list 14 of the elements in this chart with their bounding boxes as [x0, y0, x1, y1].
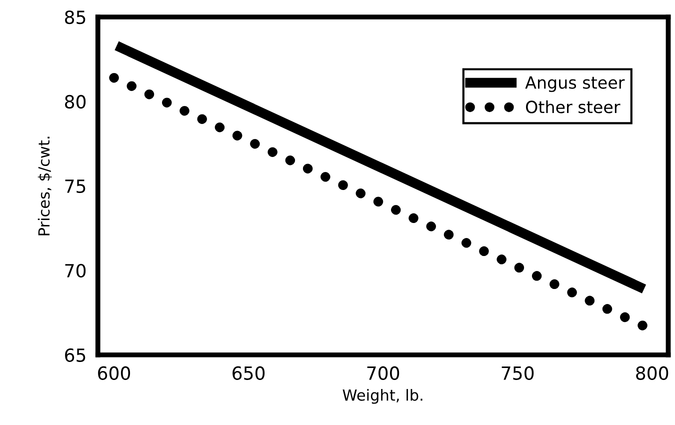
legend-label: Angus steer — [525, 76, 625, 92]
y-tick-label: 75 — [65, 180, 86, 194]
y-axis-title: Prices, $/cwt. — [38, 136, 52, 236]
x-tick-label: 800 — [636, 366, 668, 380]
legend-label: Other steer — [526, 100, 620, 114]
x-tick-label: 750 — [502, 366, 534, 380]
y-tick-label: 70 — [65, 264, 86, 278]
y-tick-label: 85 — [65, 10, 86, 24]
y-tick-label: 65 — [65, 348, 86, 362]
y-tick-label: 80 — [65, 94, 86, 109]
x-tick-label: 650 — [232, 366, 265, 380]
x-tick-label: 700 — [367, 366, 400, 380]
x-tick-label: 600 — [98, 366, 130, 380]
x-axis-title: Weight, lb. — [342, 389, 422, 404]
